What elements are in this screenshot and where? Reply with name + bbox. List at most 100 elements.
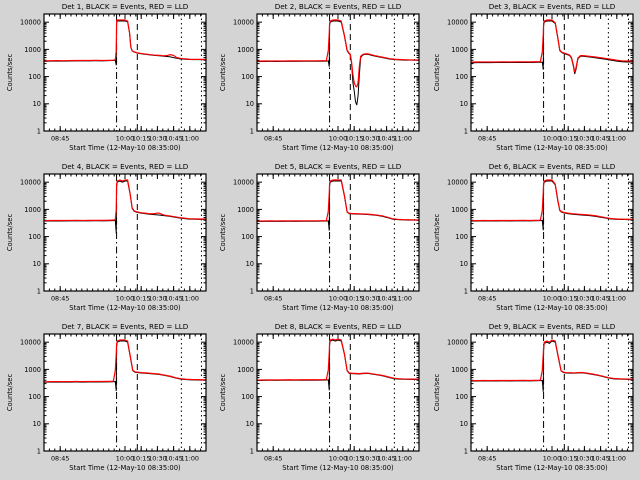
- y-tick-label: 1: [250, 447, 254, 455]
- trace-lld: [43, 339, 206, 383]
- x-tick-label: 10:00: [116, 454, 134, 462]
- y-axis-label: Counts/sec: [219, 374, 227, 412]
- y-tick-label: 10000: [233, 179, 254, 187]
- y-tick-label: 10: [459, 100, 467, 108]
- y-tick-label: 10: [459, 260, 467, 268]
- x-tick-label: 10:30: [362, 134, 380, 142]
- y-axis-label: Counts/sec: [6, 374, 14, 412]
- y-tick-label: 1000: [24, 206, 41, 214]
- x-tick-label: 10:00: [116, 294, 134, 302]
- y-axis-label: Counts/sec: [219, 54, 227, 92]
- x-tick-label: 10:15: [559, 294, 577, 302]
- y-tick-label: 1: [250, 127, 254, 135]
- y-tick-label: 10000: [447, 19, 468, 27]
- x-tick-label: 10:45: [164, 454, 182, 462]
- x-axis-label: Start Time (12-May-10 08:35:00): [283, 304, 395, 312]
- x-tick-label: 10:15: [132, 454, 150, 462]
- y-tick-label: 1000: [451, 206, 468, 214]
- x-tick-label: 10:45: [378, 454, 396, 462]
- panel-title: Det 4, BLACK = Events, RED = LLD: [62, 162, 189, 171]
- panel-title: Det 7, BLACK = Events, RED = LLD: [62, 322, 189, 331]
- x-tick-label: 11:00: [394, 134, 412, 142]
- y-tick-label: 1000: [24, 366, 41, 374]
- panel-title: Det 6, BLACK = Events, RED = LLD: [488, 162, 615, 171]
- y-tick-label: 100: [28, 233, 41, 241]
- x-tick-label: 10:30: [575, 294, 593, 302]
- x-tick-label: 08:45: [51, 454, 69, 462]
- x-tick-label: 11:00: [181, 294, 199, 302]
- x-tick-label: 10:15: [345, 454, 363, 462]
- y-tick-label: 10000: [20, 339, 41, 347]
- x-tick-label: 08:45: [264, 454, 282, 462]
- y-tick-label: 100: [28, 393, 41, 401]
- y-tick-label: 1: [37, 287, 41, 295]
- y-axis-label: Counts/sec: [433, 54, 441, 92]
- x-tick-label: 10:45: [591, 134, 609, 142]
- x-tick-label: 11:00: [394, 294, 412, 302]
- x-tick-label: 10:45: [378, 294, 396, 302]
- y-tick-label: 1: [37, 127, 41, 135]
- x-axis-label: Start Time (12-May-10 08:35:00): [496, 144, 608, 152]
- y-tick-label: 1000: [451, 46, 468, 54]
- x-tick-label: 10:00: [329, 134, 347, 142]
- y-tick-label: 100: [455, 393, 468, 401]
- x-tick-label: 10:30: [148, 294, 166, 302]
- x-axis-label: Start Time (12-May-10 08:35:00): [283, 144, 395, 152]
- x-tick-label: 08:45: [478, 294, 496, 302]
- x-tick-label: 10:15: [559, 454, 577, 462]
- panel-det-3[interactable]: Det 3, BLACK = Events, RED = LLD 1 10 100 10…: [427, 0, 640, 160]
- y-tick-label: 10000: [447, 179, 468, 187]
- panel-det-1[interactable]: Det 1, BLACK = Events, RED = LLD 1 10 100 10…: [0, 0, 213, 160]
- x-axis-label: Start Time (12-May-10 08:35:00): [496, 304, 608, 312]
- x-tick-label: 10:30: [575, 454, 593, 462]
- y-tick-label: 1: [37, 447, 41, 455]
- x-tick-label: 10:00: [542, 134, 560, 142]
- panel-title: Det 2, BLACK = Events, RED = LLD: [275, 2, 402, 11]
- trace-lld: [43, 19, 206, 62]
- trace-lld: [470, 339, 633, 382]
- panel-det-6[interactable]: Det 6, BLACK = Events, RED = LLD 1 10 100 10…: [427, 160, 640, 320]
- y-tick-label: 100: [28, 73, 41, 81]
- panel-det-4[interactable]: Det 4, BLACK = Events, RED = LLD 1 10 100 10…: [0, 160, 213, 320]
- panel-det-7[interactable]: Det 7, BLACK = Events, RED = LLD 1 10 100 10…: [0, 320, 213, 480]
- y-tick-label: 10: [246, 260, 254, 268]
- y-tick-label: 1: [463, 287, 467, 295]
- y-tick-label: 10: [33, 100, 41, 108]
- panel-title: Det 8, BLACK = Events, RED = LLD: [275, 322, 402, 331]
- y-tick-label: 10000: [447, 339, 468, 347]
- y-tick-label: 10000: [233, 19, 254, 27]
- panel-det-2[interactable]: Det 2, BLACK = Events, RED = LLD 1 10 100 10…: [213, 0, 426, 160]
- x-tick-label: 11:00: [394, 454, 412, 462]
- x-tick-label: 10:45: [164, 134, 182, 142]
- y-tick-label: 10: [246, 100, 254, 108]
- y-tick-label: 1: [250, 287, 254, 295]
- y-tick-label: 100: [242, 233, 255, 241]
- x-tick-label: 10:30: [362, 454, 380, 462]
- y-axis-label: Counts/sec: [433, 214, 441, 252]
- x-tick-label: 08:45: [264, 294, 282, 302]
- panel-det-8[interactable]: Det 8, BLACK = Events, RED = LLD 1 10 100 10…: [213, 320, 426, 480]
- x-tick-label: 11:00: [607, 134, 625, 142]
- y-tick-label: 100: [242, 393, 255, 401]
- panel-title: Det 5, BLACK = Events, RED = LLD: [275, 162, 402, 171]
- trace-lld: [257, 179, 420, 222]
- y-tick-label: 1000: [238, 206, 255, 214]
- y-tick-label: 10: [33, 420, 41, 428]
- y-tick-label: 1000: [24, 46, 41, 54]
- panel-title: Det 3, BLACK = Events, RED = LLD: [488, 2, 615, 11]
- x-axis-label: Start Time (12-May-10 08:35:00): [283, 464, 395, 472]
- trace-lld: [470, 19, 633, 73]
- x-tick-label: 08:45: [478, 454, 496, 462]
- x-tick-label: 11:00: [181, 454, 199, 462]
- y-tick-label: 100: [455, 233, 468, 241]
- x-axis-label: Start Time (12-May-10 08:35:00): [69, 464, 181, 472]
- y-tick-label: 1: [463, 127, 467, 135]
- panel-det-9[interactable]: Det 9, BLACK = Events, RED = LLD 1 10 100 10…: [427, 320, 640, 480]
- y-tick-label: 10: [33, 260, 41, 268]
- x-tick-label: 10:45: [164, 294, 182, 302]
- panel-det-5[interactable]: Det 5, BLACK = Events, RED = LLD 1 10 100 10…: [213, 160, 426, 320]
- x-tick-label: 10:15: [345, 134, 363, 142]
- x-tick-label: 08:45: [51, 294, 69, 302]
- x-tick-label: 10:15: [345, 294, 363, 302]
